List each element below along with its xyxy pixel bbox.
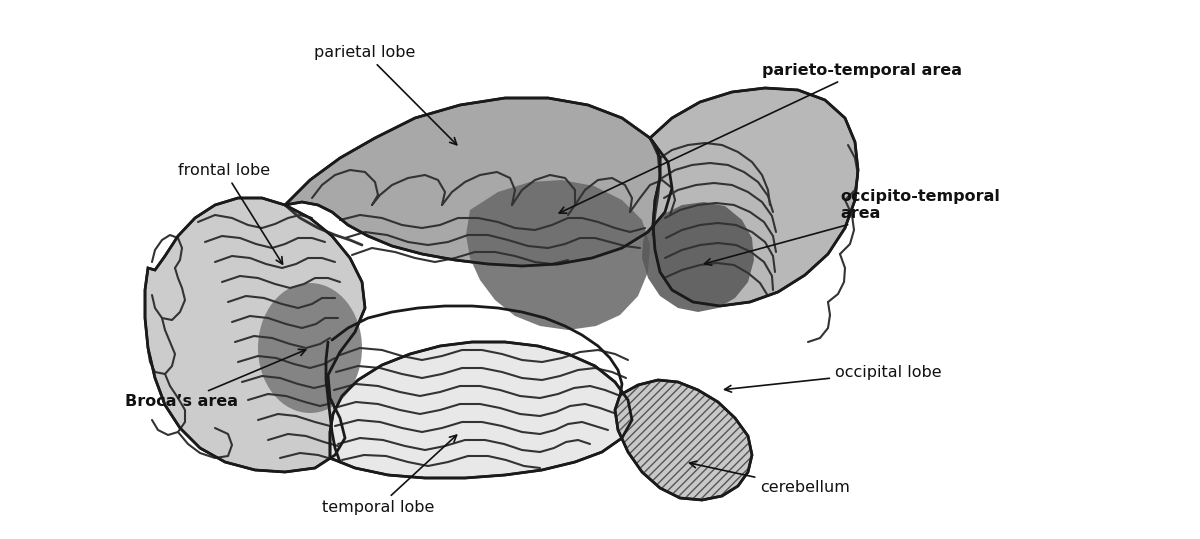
Polygon shape — [616, 380, 752, 500]
Polygon shape — [330, 342, 632, 478]
Polygon shape — [650, 88, 858, 306]
Ellipse shape — [258, 283, 362, 413]
Text: Broca’s area: Broca’s area — [125, 349, 306, 410]
Polygon shape — [286, 98, 672, 266]
Text: cerebellum: cerebellum — [690, 461, 850, 495]
Text: parieto-temporal area: parieto-temporal area — [559, 63, 962, 213]
Text: temporal lobe: temporal lobe — [322, 435, 456, 515]
Text: frontal lobe: frontal lobe — [178, 163, 282, 264]
Text: occipito-temporal
area: occipito-temporal area — [704, 189, 1000, 265]
Polygon shape — [642, 202, 754, 312]
Text: occipital lobe: occipital lobe — [725, 364, 942, 392]
Polygon shape — [466, 180, 650, 330]
Polygon shape — [145, 198, 365, 472]
Text: parietal lobe: parietal lobe — [314, 45, 457, 144]
